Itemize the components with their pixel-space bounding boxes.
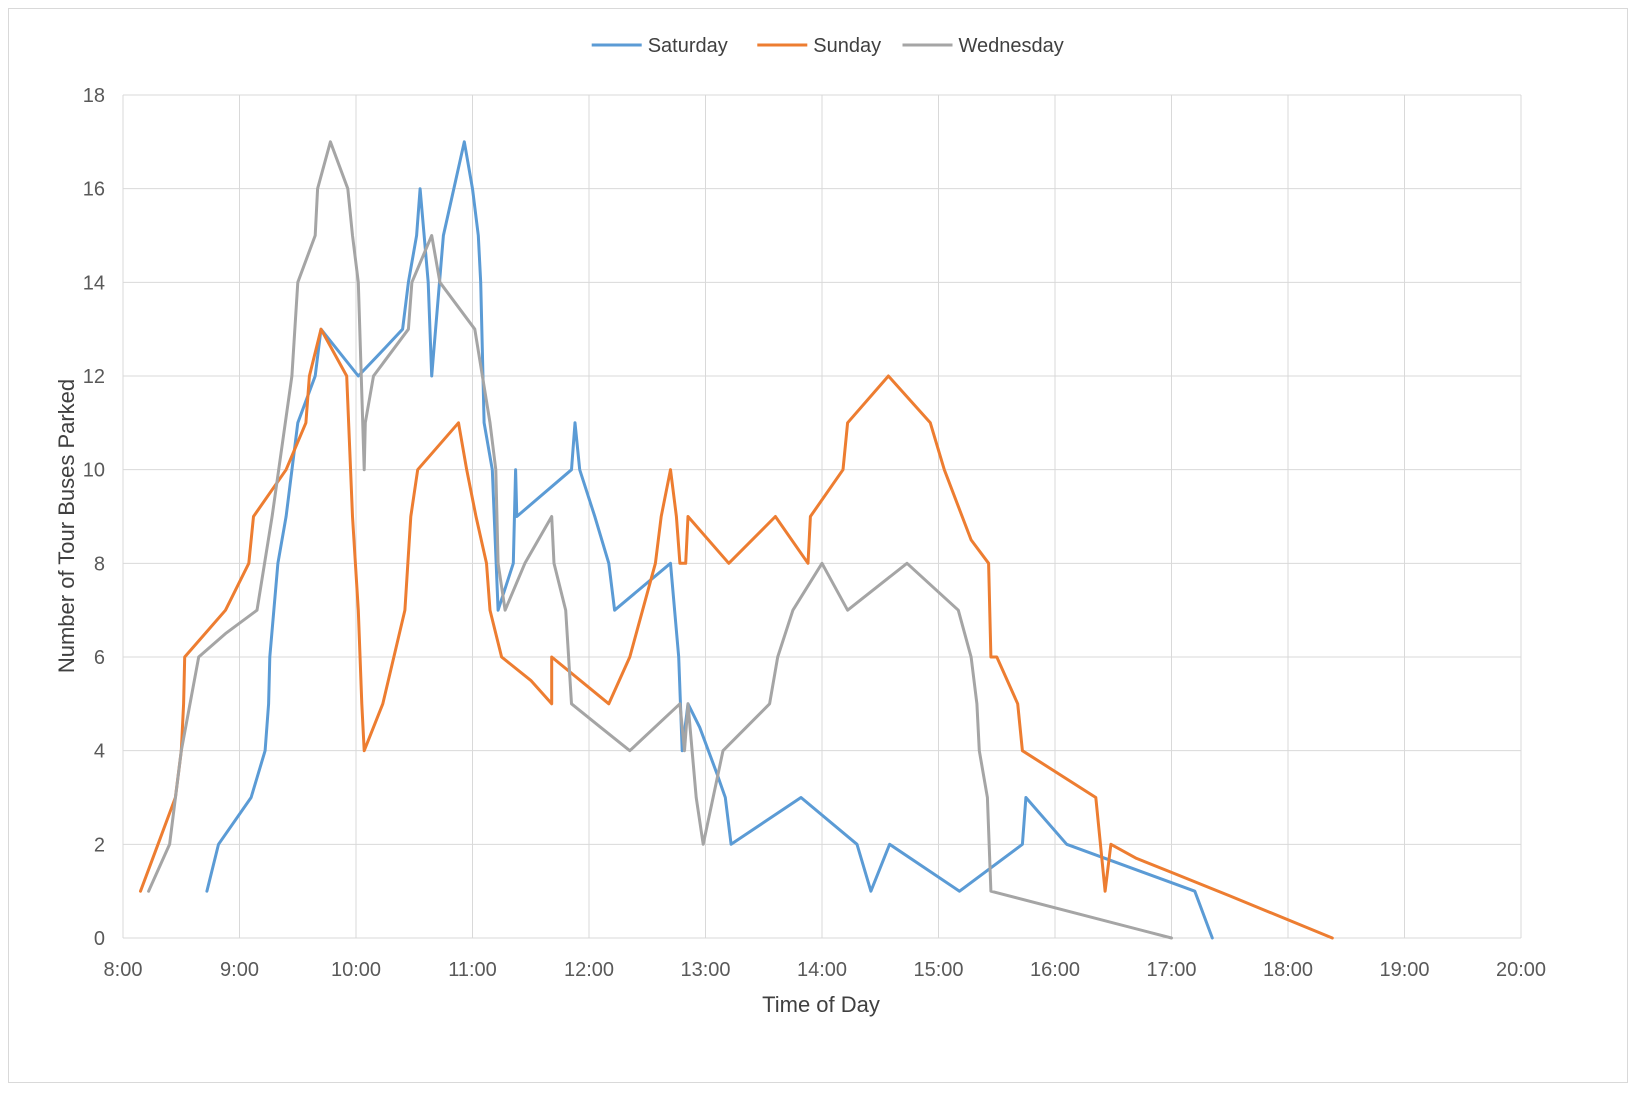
y-tick-label: 18 [83, 85, 105, 107]
y-axis-title: Number of Tour Buses Parked [54, 379, 79, 673]
x-tick-label: 20:00 [1496, 959, 1546, 981]
y-tick-label: 10 [83, 460, 105, 482]
x-tick-label: 11:00 [448, 959, 497, 981]
y-tick-label: 12 [83, 366, 105, 388]
series-line-saturday [205, 140, 1214, 940]
series-line-wednesday [147, 140, 1173, 940]
legend-label: Saturday [648, 35, 728, 57]
x-tick-label: 10:00 [331, 959, 381, 981]
series-line-sunday [139, 327, 1334, 940]
x-tick-label: 14:00 [797, 959, 847, 981]
x-tick-label: 19:00 [1379, 959, 1429, 981]
x-axis-tick-labels: 8:00 9:00 10:00 11:00 12:00 13:00 14:00 15:00 16… [104, 959, 1547, 981]
series-layer [139, 140, 1334, 940]
y-tick-label: 14 [83, 272, 105, 294]
legend-item-sunday: Sunday [757, 35, 881, 57]
x-tick-label: 9:00 [220, 959, 259, 981]
y-tick-label: 16 [83, 179, 105, 201]
x-tick-label: 16:00 [1030, 959, 1080, 981]
y-tick-label: 8 [94, 553, 105, 575]
y-tick-label: 2 [94, 834, 105, 856]
chart-frame: 8:00 9:00 10:00 11:00 12:00 13:00 14:00 15:00 16… [8, 8, 1628, 1083]
x-tick-label: 12:00 [564, 959, 614, 981]
line-chart: 8:00 9:00 10:00 11:00 12:00 13:00 14:00 15:00 16… [54, 35, 1547, 1017]
x-axis-title: Time of Day [762, 992, 880, 1017]
x-tick-label: 15:00 [913, 959, 963, 981]
y-axis-tick-labels: 0 2 4 6 8 10 12 14 16 18 [83, 85, 105, 950]
x-tick-label: 17:00 [1146, 959, 1196, 981]
y-tick-label: 4 [94, 741, 105, 763]
legend-label: Wednesday [959, 35, 1064, 57]
x-tick-label: 8:00 [104, 959, 143, 981]
legend: Saturday Sunday Wednesday [591, 35, 1064, 57]
gridlines [122, 94, 1522, 939]
y-tick-label: 6 [94, 647, 105, 669]
x-tick-label: 18:00 [1263, 959, 1313, 981]
legend-label: Sunday [813, 35, 881, 57]
legend-item-wednesday: Wednesday [902, 35, 1064, 57]
y-tick-label: 0 [94, 928, 105, 950]
x-tick-label: 13:00 [680, 959, 730, 981]
legend-item-saturday: Saturday [591, 35, 728, 57]
